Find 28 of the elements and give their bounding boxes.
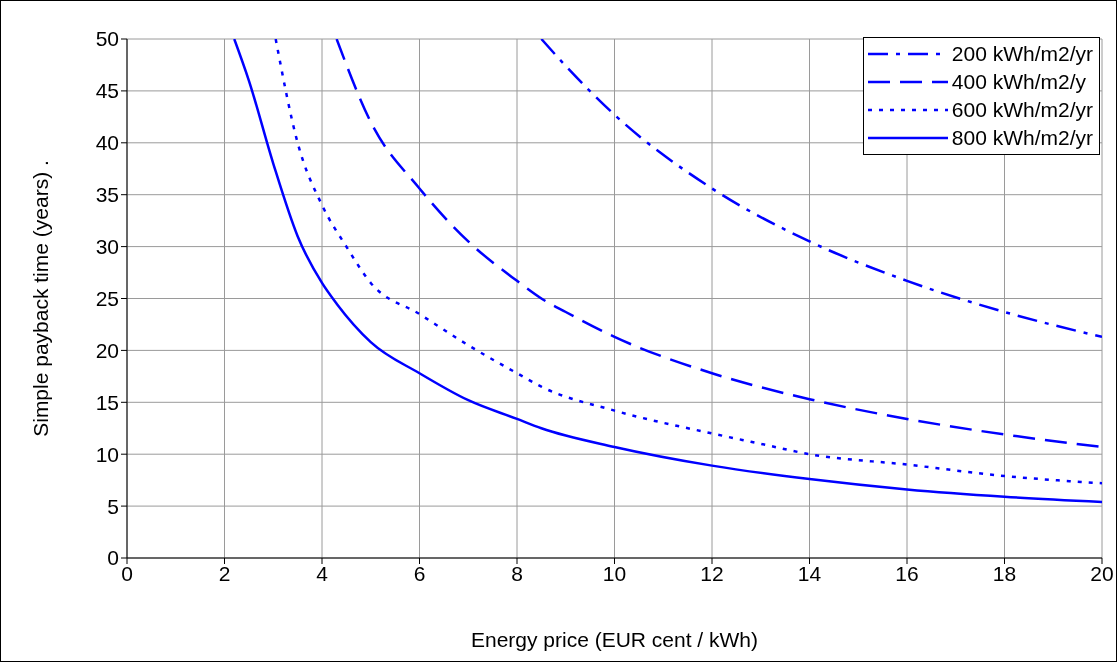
x-axis-title: Energy price (EUR cent / kWh) [470,628,759,651]
x-tick-label: 14 [797,561,822,585]
y-tick-label: 5 [107,494,119,518]
y-axis-title: Simple payback time (years) . [29,160,53,437]
y-tick-label: 45 [95,79,119,103]
x-tick-label: 20 [1090,561,1114,585]
legend-label: 600 kWh/m2/yr [951,98,1093,122]
y-tick-label: 25 [95,286,119,310]
x-tick-label: 10 [602,561,627,585]
y-tick-label: 0 [107,546,119,570]
y-tick-label: 10 [95,442,119,466]
y-tick-label: 15 [95,390,119,414]
legend-label: 800 kWh/m2/yr [951,126,1093,150]
y-tick-label: 50 [95,27,119,51]
x-tick-label: 8 [511,561,523,585]
x-tick-label: 12 [700,561,724,585]
y-tick-label: 20 [95,338,119,362]
y-tick-label: 30 [95,235,119,259]
x-tick-label: 2 [218,561,231,585]
y-tick-label: 40 [95,131,119,155]
x-tick-label: 4 [316,561,329,585]
legend-label: 200 kWh/m2/yr [951,42,1093,66]
x-tick-label: 6 [413,561,426,585]
x-tick-label: 16 [895,561,919,585]
legend-label: 400 kWh/m2/y [951,70,1086,94]
x-tick-label: 18 [992,561,1017,585]
y-tick-label: 35 [95,183,119,207]
line-series [540,39,1102,339]
